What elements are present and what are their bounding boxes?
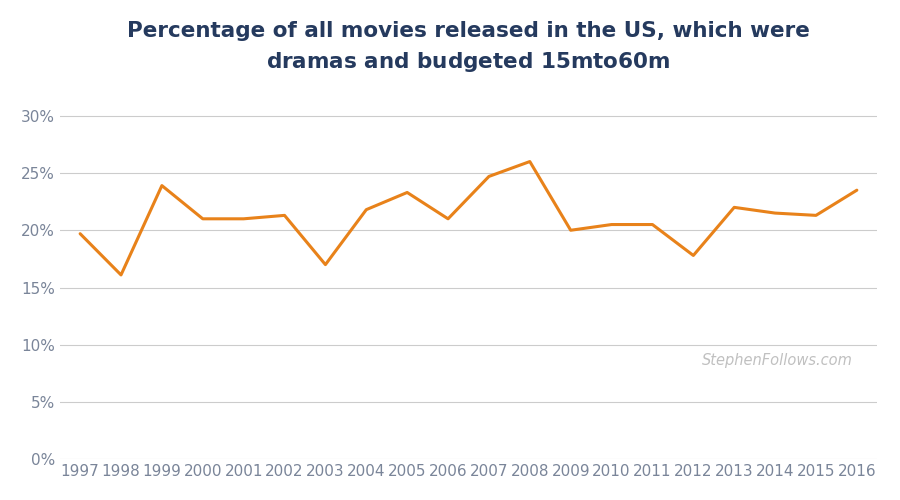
Title: Percentage of all movies released in the US, which were
dramas and budgeted $15m: Percentage of all movies released in the… — [127, 21, 810, 74]
Text: StephenFollows.com: StephenFollows.com — [702, 353, 853, 368]
